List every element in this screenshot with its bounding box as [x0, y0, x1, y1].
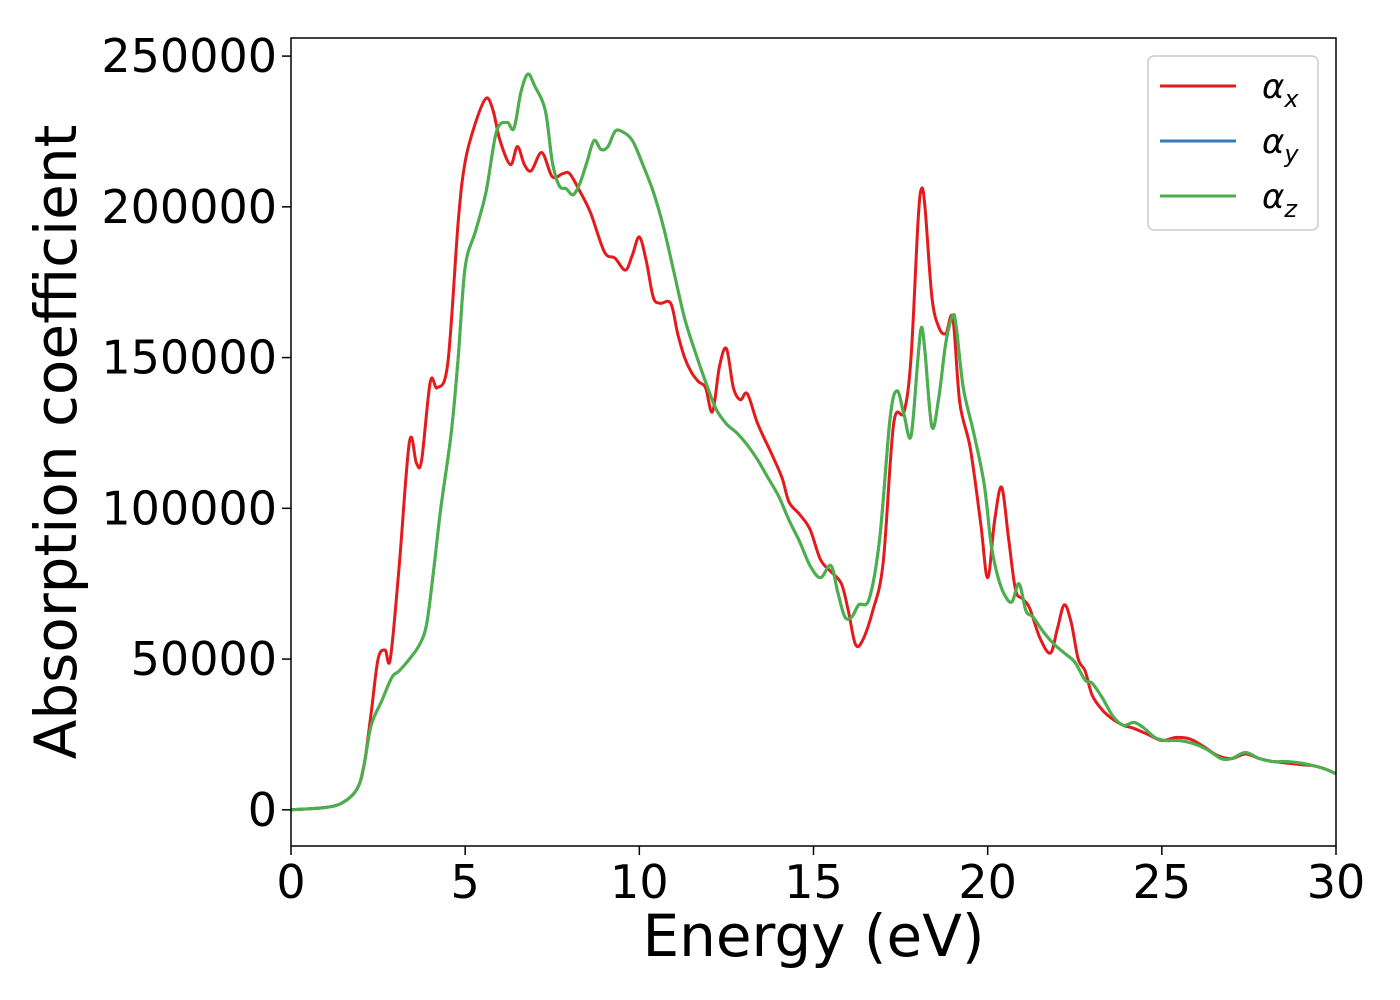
x-tick-label: 0 [276, 855, 305, 909]
legend-label-y: αy [1262, 122, 1299, 168]
legend-label-main: α [1262, 67, 1284, 107]
y-axis-title: Absorption coefficient [22, 125, 90, 760]
y-tick-label: 250000 [101, 29, 277, 83]
legend-box [1147, 55, 1319, 231]
legend-label-main: α [1262, 177, 1284, 217]
y-tick-label: 0 [248, 783, 277, 837]
legend-label-sub: z [1283, 195, 1298, 223]
legend-label-main: α [1262, 122, 1284, 162]
axes-layer: 0 5 10 15 20 25 30 0 50000 100000 150000 200000 2500… [101, 29, 1365, 909]
legend-label-sub: y [1283, 140, 1299, 168]
legend-label-z: αz [1262, 177, 1298, 223]
series-layer [291, 72, 1336, 812]
plot-frame [290, 37, 1337, 847]
y-tick-label: 200000 [101, 180, 277, 234]
x-tick-label: 10 [610, 855, 669, 909]
x-tick-label: 25 [1133, 855, 1192, 909]
x-axis-title: Energy (eV) [642, 902, 984, 970]
x-tick-label: 30 [1307, 855, 1366, 909]
legend-label-sub: x [1283, 85, 1299, 113]
x-tick-label: 15 [784, 855, 843, 909]
legend-label-x: αx [1262, 67, 1299, 113]
y-tick-label: 100000 [101, 481, 277, 535]
x-tick-label: 20 [958, 855, 1017, 909]
y-tick-label: 50000 [131, 632, 277, 686]
series-line-x [291, 96, 1336, 812]
series-line-z [291, 72, 1336, 812]
x-tick-label: 5 [451, 855, 480, 909]
y-tick-label: 150000 [101, 331, 277, 385]
